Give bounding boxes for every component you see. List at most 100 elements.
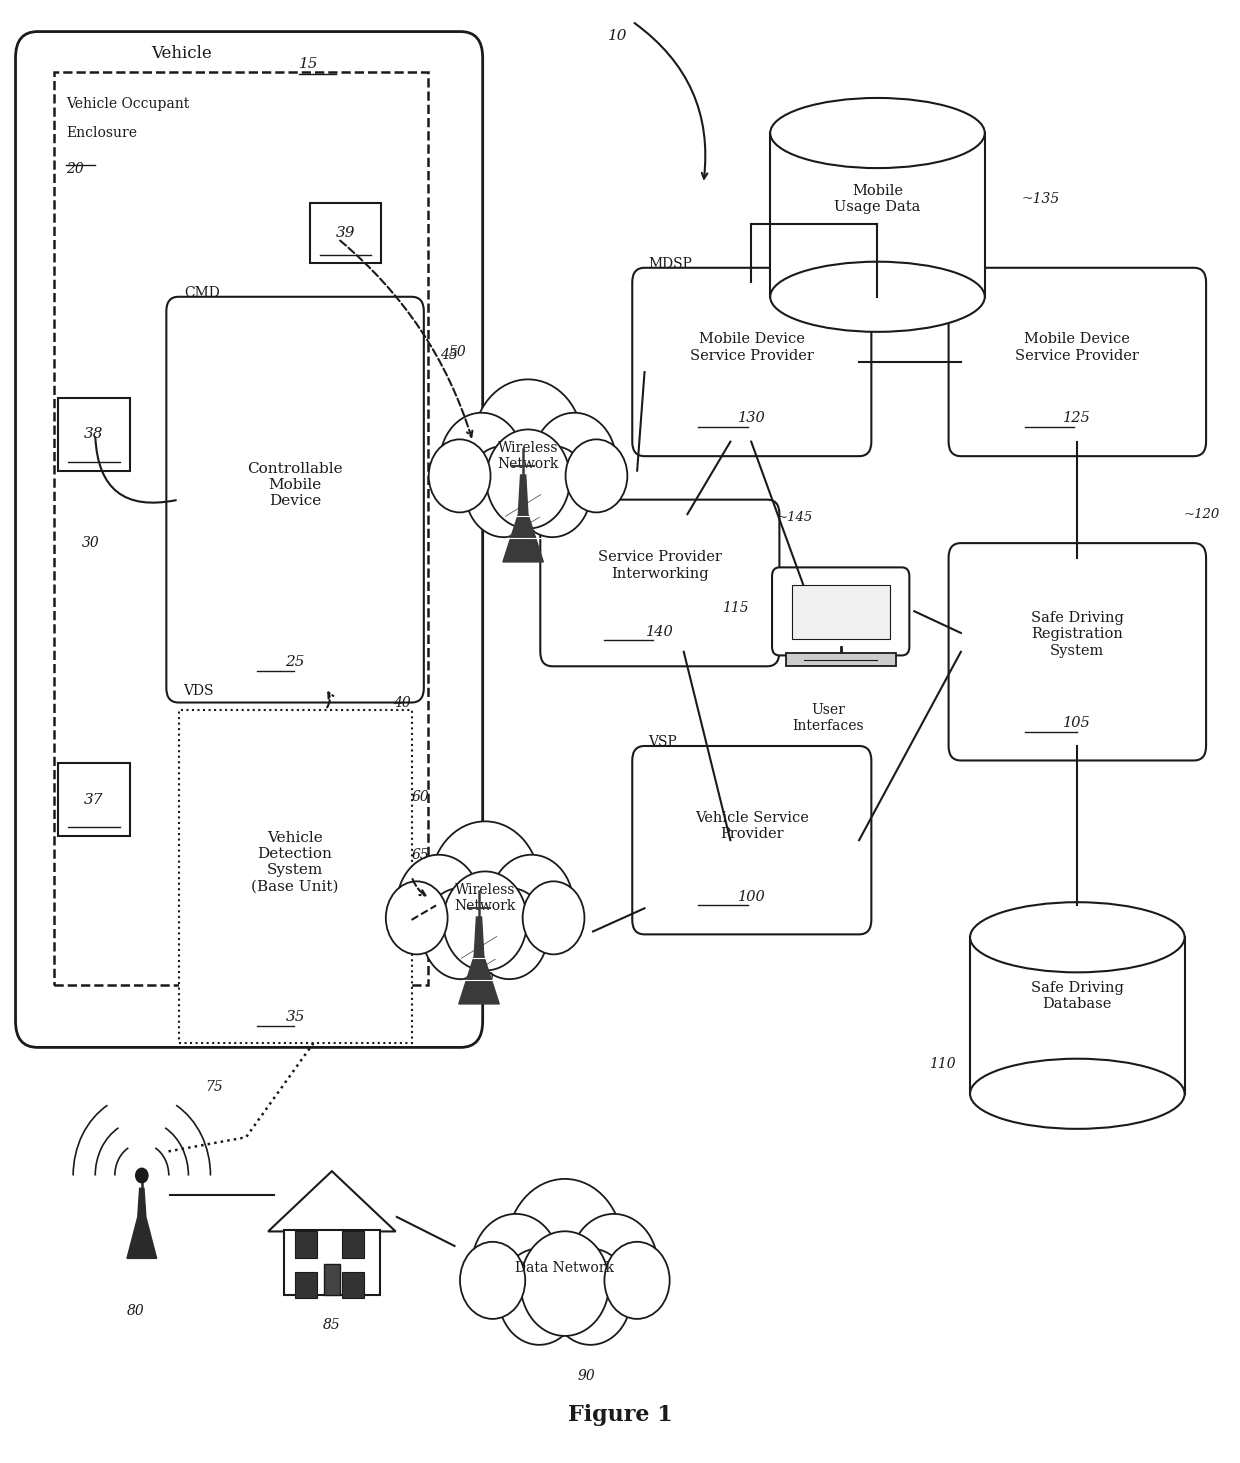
Text: ~145: ~145 [777, 511, 813, 524]
Text: 15: 15 [299, 57, 319, 70]
Bar [342, 1232, 363, 1258]
Circle shape [471, 1214, 560, 1318]
Circle shape [490, 854, 573, 954]
Circle shape [423, 888, 500, 979]
Polygon shape [268, 1172, 396, 1232]
Bar [284, 1230, 379, 1296]
Text: Vehicle
Detection
System
(Base Unit): Vehicle Detection System (Base Unit) [252, 831, 339, 894]
Text: 75: 75 [206, 1080, 223, 1093]
Text: 25: 25 [285, 655, 305, 669]
Text: 105: 105 [1064, 715, 1091, 730]
Circle shape [135, 1169, 148, 1182]
Bar [310, 202, 381, 263]
Text: Mobile Device
Service Provider: Mobile Device Service Provider [1016, 332, 1140, 363]
Text: Safe Driving
Database: Safe Driving Database [1030, 980, 1123, 1011]
Circle shape [397, 854, 481, 954]
Circle shape [513, 446, 591, 537]
Circle shape [430, 821, 541, 952]
FancyBboxPatch shape [632, 268, 872, 456]
Circle shape [440, 413, 523, 512]
Text: VSP: VSP [649, 734, 677, 749]
FancyBboxPatch shape [16, 32, 482, 1048]
Text: ~135: ~135 [1022, 192, 1060, 206]
Circle shape [471, 888, 548, 979]
Text: 85: 85 [322, 1318, 341, 1333]
Bar [970, 938, 1184, 1094]
FancyBboxPatch shape [541, 500, 780, 666]
Text: Wireless
Network: Wireless Network [454, 884, 516, 913]
Circle shape [521, 1232, 609, 1336]
Text: 45: 45 [440, 348, 458, 361]
Circle shape [386, 881, 448, 954]
Text: 10: 10 [608, 29, 627, 42]
Text: 60: 60 [412, 790, 429, 803]
Text: Data Network: Data Network [516, 1261, 614, 1274]
Text: Mobile Device
Service Provider: Mobile Device Service Provider [689, 332, 813, 363]
Text: 55: 55 [520, 530, 537, 544]
Text: MDSP: MDSP [649, 256, 692, 271]
FancyBboxPatch shape [773, 568, 909, 655]
Bar [179, 710, 412, 1043]
Text: 50: 50 [449, 345, 466, 358]
Text: Safe Driving
Registration
System: Safe Driving Registration System [1030, 612, 1123, 657]
Polygon shape [459, 917, 500, 1004]
Text: Mobile
Usage Data: Mobile Usage Data [835, 184, 920, 214]
Text: 80: 80 [126, 1304, 145, 1318]
Bar [53, 72, 428, 985]
Text: Enclosure: Enclosure [66, 126, 136, 140]
FancyBboxPatch shape [166, 297, 424, 702]
Text: ~120: ~120 [1184, 508, 1220, 521]
Bar [58, 398, 129, 471]
Text: 90: 90 [577, 1369, 595, 1383]
Text: Vehicle Service
Provider: Vehicle Service Provider [694, 811, 808, 841]
Text: User
Interfaces: User Interfaces [792, 702, 864, 733]
Text: Vehicle: Vehicle [151, 45, 212, 61]
Text: 65: 65 [412, 847, 429, 862]
Text: 40: 40 [393, 695, 410, 710]
Text: VDS: VDS [184, 685, 215, 698]
Circle shape [522, 881, 584, 954]
Bar [785, 654, 895, 666]
Text: 39: 39 [336, 225, 355, 240]
Circle shape [443, 872, 527, 970]
Text: Vehicle Occupant: Vehicle Occupant [66, 97, 188, 111]
Ellipse shape [770, 262, 985, 332]
Circle shape [507, 1179, 622, 1317]
Text: 38: 38 [84, 427, 104, 442]
Circle shape [486, 430, 570, 528]
Polygon shape [126, 1188, 156, 1258]
Circle shape [549, 1248, 631, 1344]
Text: Wireless
Network: Wireless Network [497, 440, 559, 471]
Text: 30: 30 [82, 535, 99, 550]
FancyBboxPatch shape [949, 543, 1207, 761]
Text: 35: 35 [285, 1009, 305, 1024]
Text: Service Provider
Interworking: Service Provider Interworking [598, 550, 722, 581]
Text: 100: 100 [738, 890, 765, 904]
Text: 110: 110 [929, 1056, 955, 1071]
Text: CMD: CMD [185, 285, 221, 300]
Ellipse shape [970, 903, 1184, 973]
Text: 125: 125 [1064, 411, 1091, 426]
Bar [295, 1271, 317, 1298]
Bar [58, 764, 129, 835]
Bar [342, 1271, 363, 1298]
Circle shape [532, 413, 616, 512]
Bar [324, 1264, 340, 1296]
Text: 130: 130 [738, 411, 765, 426]
Bar [295, 1232, 317, 1258]
Text: Figure 1: Figure 1 [568, 1404, 672, 1426]
Circle shape [498, 1248, 580, 1344]
Text: 140: 140 [646, 625, 673, 638]
Ellipse shape [770, 98, 985, 168]
Circle shape [465, 446, 542, 537]
Polygon shape [503, 475, 543, 562]
FancyBboxPatch shape [949, 268, 1207, 456]
Bar [791, 585, 890, 639]
Circle shape [429, 439, 491, 512]
Text: Controllable
Mobile
Device: Controllable Mobile Device [247, 462, 343, 508]
Text: 20: 20 [66, 162, 83, 176]
FancyBboxPatch shape [632, 746, 872, 935]
Circle shape [569, 1214, 658, 1318]
Circle shape [565, 439, 627, 512]
Bar [770, 133, 985, 297]
